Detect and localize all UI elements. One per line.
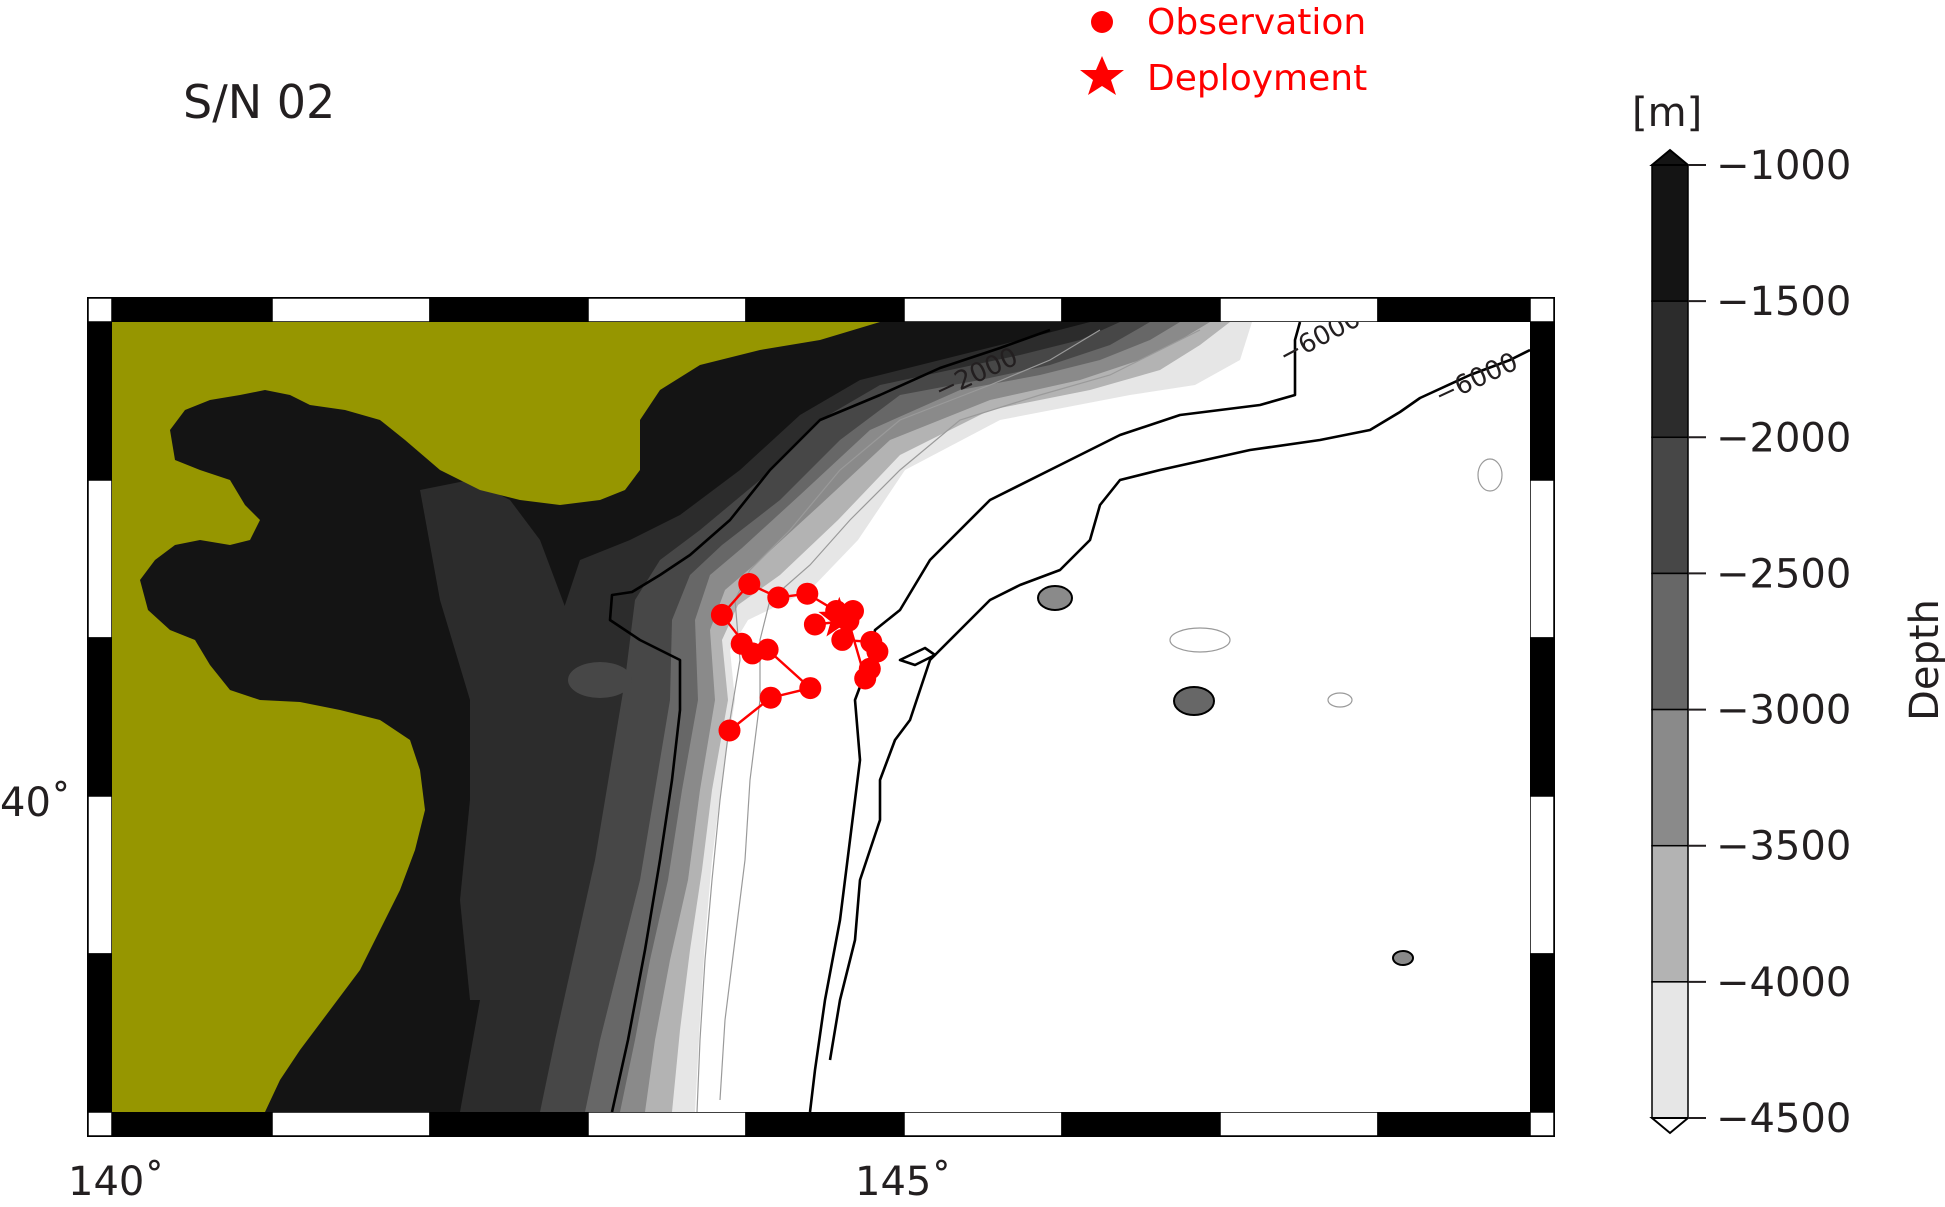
observation-point xyxy=(796,582,819,605)
frame-corner xyxy=(1529,1111,1555,1137)
seamount-3 xyxy=(1392,950,1414,966)
x-tick-label-140: 140˚ xyxy=(68,1159,164,1205)
colorbar-tick-label: −1500 xyxy=(1716,279,1851,325)
frame-tick-left xyxy=(87,321,113,481)
colorbar-swatch xyxy=(1651,572,1689,711)
frame-tick-bottom xyxy=(1377,1111,1531,1137)
deployment-point xyxy=(818,596,861,637)
colorbar-unit: [m] xyxy=(1632,90,1702,136)
colorbar-swatch xyxy=(1651,436,1689,575)
legend-deployment-label: Deployment xyxy=(1147,58,1367,99)
contour-6000-b xyxy=(828,348,1530,1061)
colorbar-ticks: −1000 −1500 −2000 −2500 −3000 −3500 −4000 −4500 xyxy=(1688,143,1851,1142)
y-tick-label-40: 40˚ xyxy=(0,780,71,826)
frame-tick-top xyxy=(903,297,1063,323)
frame-tick-top xyxy=(745,297,905,323)
frame-tick-right xyxy=(1529,637,1555,797)
frame-tick-top xyxy=(1061,297,1221,323)
land xyxy=(112,322,880,1112)
frame-tick-bottom xyxy=(903,1111,1063,1137)
frame-tick-right xyxy=(1529,795,1555,955)
frame-tick-left xyxy=(87,953,113,1113)
frame-tick-bottom xyxy=(429,1111,589,1137)
frame-tick-right xyxy=(1529,953,1555,1113)
observation-point xyxy=(767,586,790,609)
colorbar-swatch xyxy=(1651,981,1689,1119)
colorbar-tick-label: −2500 xyxy=(1716,551,1851,597)
depth-band-shelf xyxy=(420,480,570,1000)
frame-tick-top xyxy=(1219,297,1379,323)
colorbar-swatches xyxy=(1649,148,1691,1135)
contour-6000-c xyxy=(898,646,937,667)
frame-tick-bottom xyxy=(587,1111,747,1137)
colorbar-tick-label: −3500 xyxy=(1716,824,1851,870)
frame-tick-bottom xyxy=(745,1111,905,1137)
colorbar: [m] −1000−1500−2000−2500−3000−3500−4000−… xyxy=(1632,90,1945,1142)
colorbar-label: Depth xyxy=(1902,599,1945,721)
frame-tick-top xyxy=(271,297,431,323)
colorbar-tick-label: −4500 xyxy=(1716,1096,1851,1142)
contour-2000 xyxy=(608,328,1051,1112)
legend-deployment-marker xyxy=(1080,56,1124,95)
colorbar-swatch xyxy=(1651,300,1689,439)
map-plot: −2000 −6000 −6000 xyxy=(112,322,1530,1112)
observation-point xyxy=(710,603,733,626)
colorbar-tick-label: −3000 xyxy=(1716,688,1851,734)
colorbar-swatch xyxy=(1651,164,1689,302)
legend-observation-label: Observation xyxy=(1147,2,1366,43)
frame-tick-bottom xyxy=(271,1111,431,1137)
frame-tick-top xyxy=(1377,297,1531,323)
float-track xyxy=(710,573,889,742)
frame-tick-top xyxy=(429,297,589,323)
frame-tick-segments xyxy=(87,297,1555,1137)
frame-corner xyxy=(1529,297,1555,323)
observation-point xyxy=(741,642,764,665)
seamount-4 xyxy=(1477,458,1503,492)
frame-tick-bottom xyxy=(111,1111,273,1137)
seamount-2 xyxy=(1173,686,1215,716)
legend-observation-marker xyxy=(1091,11,1113,33)
frame-tick-left xyxy=(87,795,113,955)
frame-tick-bottom xyxy=(1061,1111,1221,1137)
seamount-6 xyxy=(1327,692,1353,708)
frame-tick-right xyxy=(1529,321,1555,481)
seamount-5 xyxy=(1169,627,1231,653)
observation-point xyxy=(799,677,822,700)
frame-corner xyxy=(87,1111,113,1137)
colorbar-arrow-bottom xyxy=(1649,1117,1691,1135)
frame-tick-top xyxy=(587,297,747,323)
frame-corner xyxy=(87,297,113,323)
observation-point xyxy=(738,573,761,595)
legend: Observation Deployment xyxy=(1080,2,1367,99)
observation-point xyxy=(866,640,889,663)
colorbar-tick-label: −1000 xyxy=(1716,143,1851,189)
frame-tick-left xyxy=(87,479,113,639)
contour-thin-b xyxy=(719,329,1201,1101)
colorbar-arrow-top xyxy=(1649,148,1691,166)
observation-point xyxy=(803,613,826,636)
frame-tick-bottom xyxy=(1219,1111,1379,1137)
figure-title: S/N 02 xyxy=(183,75,335,129)
frame-tick-left xyxy=(87,637,113,797)
frame-tick-right xyxy=(1529,479,1555,639)
contour-6000-a xyxy=(808,322,1302,1112)
x-tick-label-145: 145˚ xyxy=(855,1159,951,1205)
observation-point xyxy=(759,686,782,709)
colorbar-swatch xyxy=(1651,844,1689,983)
observation-point xyxy=(854,667,877,690)
colorbar-tick-label: −2000 xyxy=(1716,415,1851,461)
colorbar-swatch xyxy=(1651,708,1689,847)
seamount-1 xyxy=(1037,585,1073,611)
observation-point xyxy=(718,719,741,742)
colorbar-tick-label: −4000 xyxy=(1716,960,1851,1006)
observation-point xyxy=(831,628,854,651)
basin-patch xyxy=(568,662,632,698)
frame-tick-top xyxy=(111,297,273,323)
